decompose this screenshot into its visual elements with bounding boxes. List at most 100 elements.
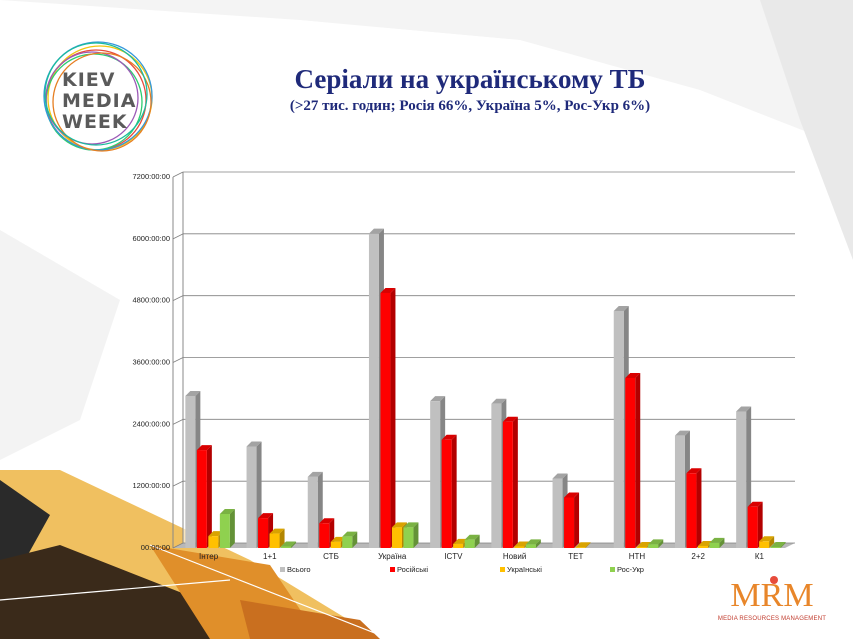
bar-top: [403, 522, 419, 528]
bar: [196, 450, 207, 548]
bar-top: [269, 528, 285, 534]
bar-side: [512, 416, 518, 548]
bar: [208, 536, 219, 548]
x-tick-label: ICTV: [444, 552, 463, 561]
bar-top: [453, 538, 469, 544]
bar: [258, 518, 269, 548]
bar-side: [535, 539, 541, 548]
legend-swatch: [610, 567, 615, 572]
bar-top: [636, 541, 652, 547]
bar-top: [208, 531, 224, 537]
bar: [319, 523, 330, 548]
bar: [219, 513, 230, 548]
bar-side: [451, 434, 457, 548]
bar: [736, 411, 747, 548]
bar-side: [585, 542, 591, 548]
bar-side: [291, 541, 297, 548]
gridline-diagonal: [172, 171, 184, 178]
bar-top: [575, 542, 591, 548]
x-tick-label: ТЕТ: [568, 552, 583, 561]
x-tick-label: К1: [755, 552, 765, 561]
bar: [246, 446, 257, 548]
bar: [648, 544, 659, 548]
plot-back-wall: [183, 167, 795, 543]
legend-label: Всього: [287, 565, 311, 574]
bar: [613, 310, 624, 548]
bar-top: [552, 473, 568, 479]
bar: [380, 292, 391, 548]
bar-top: [380, 287, 396, 293]
bar-side: [769, 536, 775, 548]
bar-top: [564, 492, 580, 498]
bar: [391, 527, 402, 548]
bar-top: [441, 434, 457, 440]
legend-swatch: [390, 567, 395, 572]
bar: [709, 542, 720, 548]
bar-side: [229, 508, 235, 548]
chart-title: Серіали на українському ТБ: [294, 64, 646, 94]
y-tick-label: 7200:00:00: [132, 172, 170, 181]
bar: [636, 546, 647, 548]
bar-top: [330, 536, 346, 542]
bar-side: [413, 522, 419, 548]
bar: [464, 539, 475, 548]
y-tick-label: 00:00:00: [141, 543, 170, 552]
bar: [747, 506, 758, 548]
bar: [453, 543, 464, 548]
bar-side: [757, 501, 763, 548]
x-tick-label: 2+2: [691, 552, 705, 561]
bar-top: [464, 534, 480, 540]
mrm-logo-dot: [770, 576, 778, 584]
legend-swatch: [500, 567, 505, 572]
bar-top: [674, 430, 690, 436]
bar-top: [219, 508, 235, 514]
bar: [491, 403, 502, 548]
bar: [342, 536, 353, 548]
bar: [564, 497, 575, 548]
bar: [502, 421, 513, 548]
legend-label: Українські: [507, 565, 542, 574]
gridline-diagonal: [172, 295, 184, 302]
y-tick-label: 4800:00:00: [132, 296, 170, 305]
bar-top: [368, 228, 384, 234]
x-tick-label: НТН: [629, 552, 646, 561]
bar: [514, 546, 525, 548]
bar-side: [780, 541, 786, 548]
bar: [552, 478, 563, 548]
bar: [625, 377, 636, 548]
bar: [770, 546, 781, 548]
gridline-diagonal: [172, 418, 184, 425]
bar: [185, 395, 196, 548]
bar-side: [719, 537, 725, 548]
mrm-caption: MEDIA RESOURCES MANAGEMENT: [717, 616, 827, 622]
bar-top: [246, 441, 262, 447]
gridline-diagonal: [172, 542, 184, 549]
bar: [269, 533, 280, 548]
bar-side: [279, 528, 285, 548]
bar-side: [574, 492, 580, 548]
bar: [674, 435, 685, 548]
bar-top: [525, 539, 541, 545]
bar: [403, 527, 414, 548]
bar-side: [206, 445, 212, 548]
bar-side: [390, 287, 396, 548]
bar-top: [686, 468, 702, 474]
bar-side: [474, 534, 480, 548]
y-tick-label: 3600:00:00: [132, 358, 170, 367]
bar-top: [430, 396, 446, 402]
bar-side: [696, 468, 702, 548]
bar-top: [491, 398, 507, 404]
x-tick-label: Новий: [503, 552, 526, 561]
bar-side: [658, 539, 664, 548]
bar: [430, 401, 441, 548]
bar-top: [697, 540, 713, 546]
bar: [441, 439, 452, 548]
bar-top: [258, 513, 274, 519]
bar-top: [736, 406, 752, 412]
x-tick-label: СТБ: [323, 552, 339, 561]
logo-text: KIEV MEDIA WEEK: [62, 70, 136, 133]
bar: [368, 233, 379, 549]
y-tick-label: 2400:00:00: [132, 419, 170, 428]
